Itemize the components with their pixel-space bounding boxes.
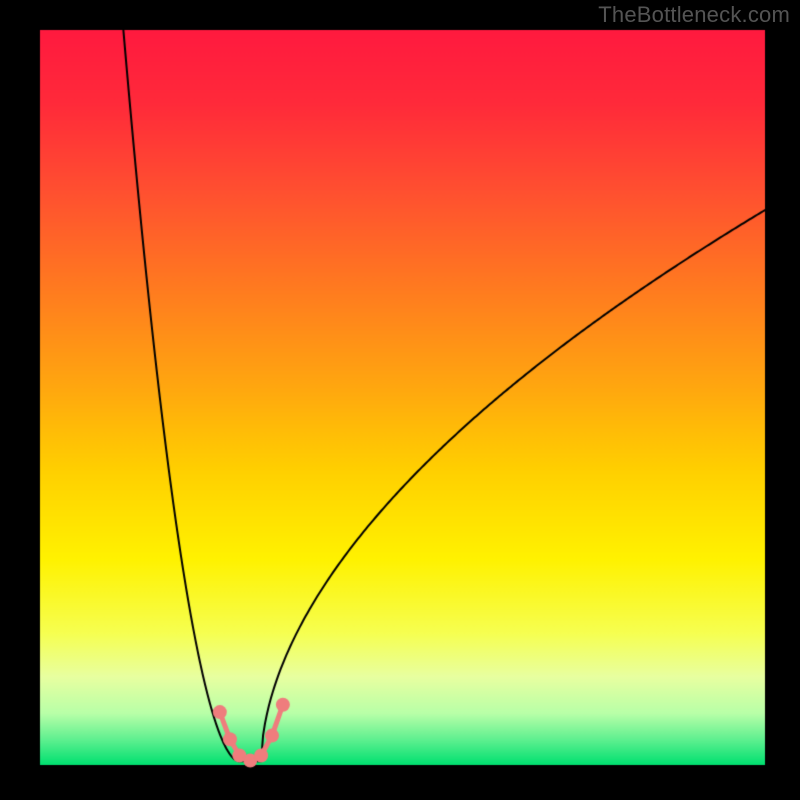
chart-root: TheBottleneck.com [0,0,800,800]
watermark-label: TheBottleneck.com [598,2,790,28]
bottleneck-chart-canvas [0,0,800,800]
